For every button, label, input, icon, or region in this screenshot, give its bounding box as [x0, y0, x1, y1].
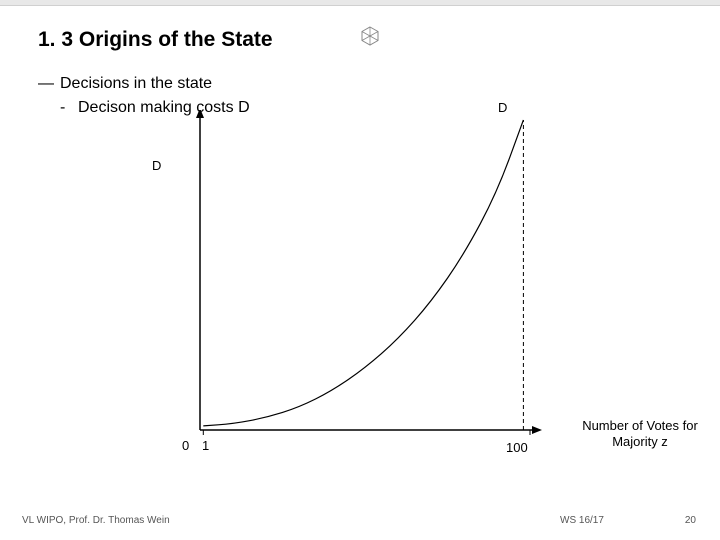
x-tick-1: 1 [202, 438, 209, 453]
bullet-marker: — [38, 75, 60, 93]
x-tick-0: 0 [182, 438, 189, 453]
x-tick-100: 100 [506, 440, 528, 455]
bullet-text: Decisions in the state [60, 75, 212, 92]
top-accent-bar [0, 0, 720, 6]
footer-page-number: 20 [685, 515, 696, 526]
hexagon-asterisk-icon [360, 26, 380, 46]
bullet-level-1: —Decisions in the state [38, 75, 212, 93]
bullet-marker: - [60, 99, 78, 117]
slide: 1. 3 Origins of the State —Decisions in … [0, 0, 720, 540]
footer-author: VL WIPO, Prof. Dr. Thomas Wein [22, 515, 170, 526]
x-axis-label: Number of Votes for Majority z [570, 418, 710, 451]
cost-curve-chart [180, 110, 600, 450]
y-axis-label: D [152, 158, 161, 173]
page-title: 1. 3 Origins of the State [38, 28, 273, 52]
footer-term: WS 16/17 [560, 515, 604, 526]
